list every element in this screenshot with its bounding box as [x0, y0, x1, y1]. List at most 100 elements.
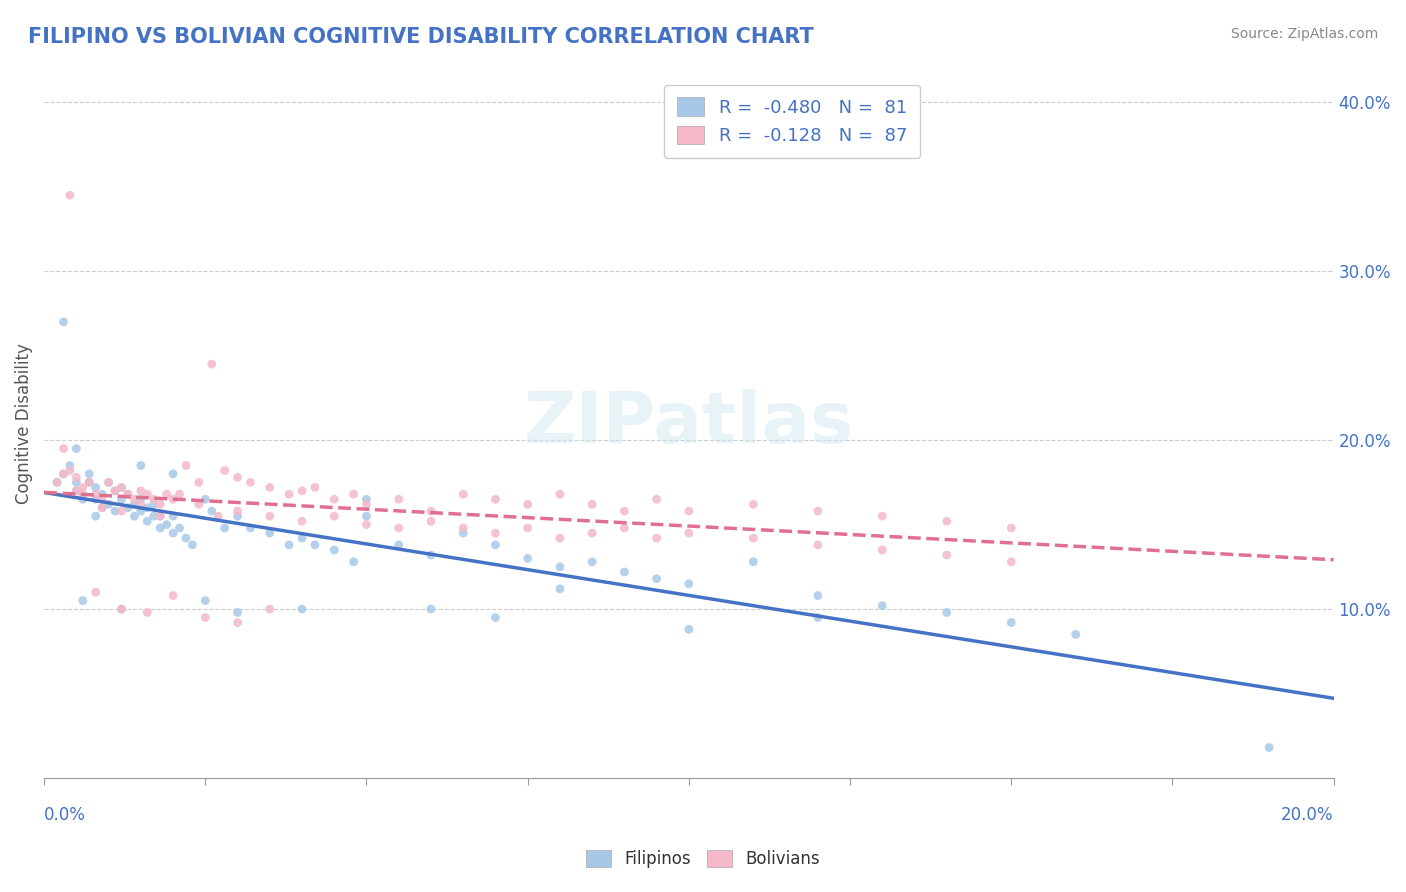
Point — [65, 483, 87, 498]
Point — [1258, 740, 1281, 755]
Point — [124, 509, 146, 524]
Point — [742, 531, 765, 545]
Point — [201, 357, 224, 371]
Point — [187, 497, 209, 511]
Point — [149, 509, 172, 524]
Point — [278, 487, 301, 501]
Legend: Filipinos, Bolivians: Filipinos, Bolivians — [579, 843, 827, 875]
Point — [124, 492, 146, 507]
Y-axis label: Cognitive Disability: Cognitive Disability — [15, 343, 32, 504]
Point — [342, 555, 364, 569]
Point — [84, 492, 107, 507]
Point — [72, 593, 94, 607]
Point — [187, 475, 209, 490]
Point — [129, 497, 152, 511]
Text: Source: ZipAtlas.com: Source: ZipAtlas.com — [1230, 27, 1378, 41]
Point — [84, 509, 107, 524]
Point — [72, 492, 94, 507]
Point — [451, 521, 474, 535]
Text: 20.0%: 20.0% — [1281, 806, 1334, 824]
Point — [110, 480, 132, 494]
Point — [872, 509, 894, 524]
Point — [226, 470, 249, 484]
Point — [91, 500, 114, 515]
Point — [65, 470, 87, 484]
Point — [356, 517, 378, 532]
Point — [97, 497, 120, 511]
Point — [872, 543, 894, 558]
Point — [72, 480, 94, 494]
Point — [613, 521, 636, 535]
Point — [548, 582, 571, 596]
Point — [84, 585, 107, 599]
Point — [516, 551, 538, 566]
Point — [59, 188, 82, 202]
Point — [516, 497, 538, 511]
Point — [239, 521, 262, 535]
Point — [451, 526, 474, 541]
Point — [142, 509, 165, 524]
Point — [420, 602, 443, 616]
Point — [46, 475, 69, 490]
Point — [742, 497, 765, 511]
Point — [129, 492, 152, 507]
Point — [110, 492, 132, 507]
Point — [1000, 555, 1022, 569]
Point — [162, 467, 184, 481]
Point — [548, 559, 571, 574]
Point — [162, 526, 184, 541]
Point — [91, 500, 114, 515]
Text: FILIPINO VS BOLIVIAN COGNITIVE DISABILITY CORRELATION CHART: FILIPINO VS BOLIVIAN COGNITIVE DISABILIT… — [28, 27, 814, 46]
Point — [807, 504, 830, 518]
Point — [46, 475, 69, 490]
Point — [342, 487, 364, 501]
Point — [194, 610, 217, 624]
Point — [117, 487, 139, 501]
Point — [110, 602, 132, 616]
Point — [678, 504, 700, 518]
Point — [278, 538, 301, 552]
Point — [420, 548, 443, 562]
Point — [484, 538, 506, 552]
Point — [77, 467, 100, 481]
Point — [259, 480, 281, 494]
Point — [65, 442, 87, 456]
Point — [935, 514, 957, 528]
Point — [117, 487, 139, 501]
Point — [181, 538, 204, 552]
Point — [52, 315, 75, 329]
Point — [77, 475, 100, 490]
Point — [935, 548, 957, 562]
Point — [548, 531, 571, 545]
Point — [581, 555, 603, 569]
Point — [645, 492, 668, 507]
Point — [613, 565, 636, 579]
Point — [52, 467, 75, 481]
Text: ZIPatlas: ZIPatlas — [524, 389, 853, 458]
Point — [613, 504, 636, 518]
Point — [72, 487, 94, 501]
Point — [420, 514, 443, 528]
Point — [91, 492, 114, 507]
Point — [84, 487, 107, 501]
Point — [645, 572, 668, 586]
Point — [104, 483, 127, 498]
Point — [194, 593, 217, 607]
Point — [149, 509, 172, 524]
Point — [304, 538, 326, 552]
Point — [291, 514, 314, 528]
Point — [323, 543, 346, 558]
Point — [156, 487, 179, 501]
Point — [259, 602, 281, 616]
Point — [149, 521, 172, 535]
Point — [169, 487, 191, 501]
Point — [226, 509, 249, 524]
Point — [742, 555, 765, 569]
Point — [678, 623, 700, 637]
Point — [142, 492, 165, 507]
Point — [84, 480, 107, 494]
Point — [581, 497, 603, 511]
Point — [169, 521, 191, 535]
Point — [91, 487, 114, 501]
Point — [678, 526, 700, 541]
